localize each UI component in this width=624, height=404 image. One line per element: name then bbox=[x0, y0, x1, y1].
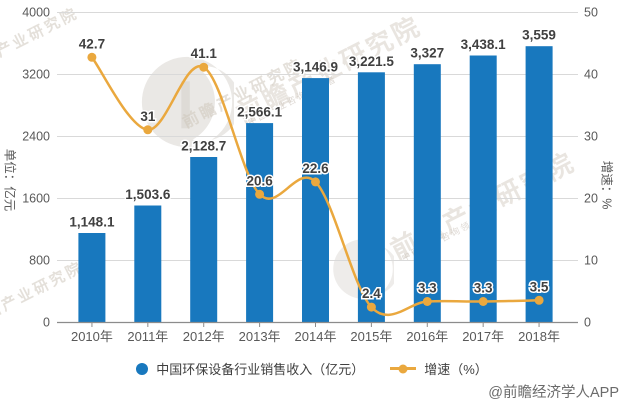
watermark-logo bbox=[141, 56, 234, 148]
point-value-label: 22.6 bbox=[302, 161, 329, 176]
legend-item-revenue: 中国环保设备行业销售收入（亿元） bbox=[136, 359, 364, 378]
point-value-label: 20.6 bbox=[246, 173, 273, 188]
x-axis-label: 2011年 bbox=[127, 329, 168, 344]
y-axis-right-tick-label: 0 bbox=[584, 316, 591, 330]
point-value-label: 41.1 bbox=[191, 46, 218, 61]
data-point-2018年 bbox=[534, 295, 544, 305]
x-axis-label: 2015年 bbox=[350, 329, 392, 344]
bar-value-label: 3,146.9 bbox=[293, 60, 338, 75]
bar-value-label: 2,128.7 bbox=[181, 139, 226, 154]
x-axis-label: 2012年 bbox=[183, 329, 225, 344]
left-axis-title: 单位：亿元 bbox=[2, 148, 17, 212]
bar-value-label: 1,148.1 bbox=[69, 215, 115, 230]
bar-2014年 bbox=[302, 78, 329, 322]
growth-line bbox=[90, 56, 540, 317]
x-axis-label: 2014年 bbox=[295, 329, 337, 344]
bar-2010年 bbox=[78, 233, 106, 322]
data-point-2015年 bbox=[366, 302, 376, 312]
point-value-label: 2.4 bbox=[362, 286, 381, 301]
bar-value-label: 3,221.5 bbox=[349, 54, 395, 69]
data-point-2014年 bbox=[311, 177, 320, 187]
y-axis-right-tick-label: 40 bbox=[584, 68, 598, 82]
x-axis-label: 2017年 bbox=[462, 329, 504, 344]
data-point-2012年 bbox=[199, 62, 209, 72]
legend-item-growth: 增速（%） bbox=[390, 359, 488, 378]
data-point-2016年 bbox=[422, 297, 432, 306]
y-axis-left-tick-label: 2400 bbox=[22, 130, 50, 144]
y-axis-right-tick-label: 50 bbox=[584, 6, 598, 20]
y-axis-left-tick-label: 3200 bbox=[22, 68, 50, 82]
data-point-2010年 bbox=[87, 52, 97, 62]
y-axis-left-tick-label: 800 bbox=[29, 254, 50, 268]
x-axis-label: 2016年 bbox=[406, 329, 448, 344]
bar-2015年 bbox=[357, 72, 385, 322]
y-axis-right-tick-label: 30 bbox=[584, 130, 598, 144]
y-axis-right-tick-label: 10 bbox=[584, 254, 598, 268]
bar-2016年 bbox=[413, 64, 441, 322]
x-axis-label: 2010年 bbox=[71, 329, 113, 344]
legend-bar-marker-icon bbox=[136, 362, 149, 375]
y-axis-left-tick-label: 1600 bbox=[22, 192, 50, 206]
bar-value-label: 3,559 bbox=[522, 28, 556, 43]
bar-2012年 bbox=[190, 157, 218, 322]
data-point-2017年 bbox=[478, 297, 488, 306]
point-value-label: 3.3 bbox=[418, 281, 437, 296]
bar-2013年 bbox=[246, 123, 274, 322]
point-value-label: 3.5 bbox=[530, 279, 549, 294]
y-axis-right-tick-label: 20 bbox=[584, 192, 598, 206]
legend-line-marker-icon bbox=[390, 364, 417, 373]
bar-2018年 bbox=[525, 46, 553, 322]
point-value-label: 42.7 bbox=[79, 36, 105, 51]
right-axis-title: 增速：% bbox=[599, 160, 614, 210]
bar-value-label: 3,327 bbox=[410, 46, 444, 61]
y-axis-left-tick-label: 0 bbox=[43, 316, 50, 330]
data-point-2013年 bbox=[255, 189, 265, 199]
y-axis-left-tick-label: 4000 bbox=[22, 6, 50, 20]
bar-2011年 bbox=[134, 205, 162, 322]
legend-label-growth: 增速（%） bbox=[424, 362, 488, 377]
bar-value-label: 3,438.1 bbox=[461, 37, 507, 52]
legend-label-revenue: 中国环保设备行业销售收入（亿元） bbox=[156, 362, 365, 377]
point-value-label: 3.3 bbox=[474, 281, 493, 296]
data-point-2011年 bbox=[143, 125, 153, 135]
x-axis-label: 2018年 bbox=[518, 329, 560, 344]
bar-value-label: 2,566.1 bbox=[237, 105, 283, 120]
attribution: @前瞻经济学人APP bbox=[488, 385, 619, 401]
point-value-label: 31 bbox=[140, 109, 156, 124]
legend: 中国环保设备行业销售收入（亿元） 增速（%） bbox=[0, 359, 624, 378]
bar-value-label: 1,503.6 bbox=[125, 187, 171, 202]
bar-2017年 bbox=[469, 55, 497, 322]
x-axis-label: 2013年 bbox=[239, 329, 281, 344]
